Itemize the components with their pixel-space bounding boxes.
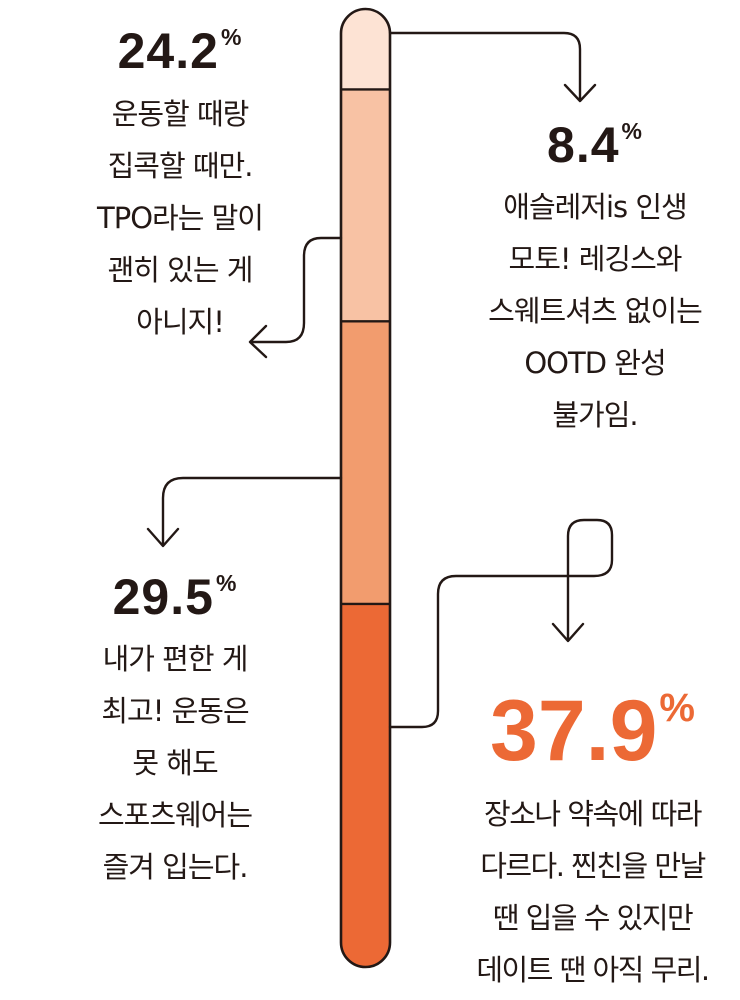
bar-segment-29-5 (341, 321, 390, 605)
label-block-29-5: 29.5% 내가 편한 게 최고! 운동은 못 해도 스포츠웨어는 즐겨 입는다… (45, 572, 305, 893)
value-label-24-2: 24.2% (117, 23, 243, 79)
description-37-9: 장소나 약속에 따라 다르다. 찐친을 만날 땐 입을 수 있지만 데이트 땐 … (476, 797, 710, 987)
value-label-37-9: 37.9% (490, 683, 695, 779)
label-block-8-4: 8.4% 애슬레저is 인생 모토! 레깅스와 스웨트셔츠 없이는 OOTD 완… (455, 120, 735, 441)
bar-segment-8-4 (341, 9, 390, 90)
leader-arrow-8-4 (388, 31, 597, 103)
value-label-29-5: 29.5% (112, 569, 238, 625)
bar-outline (339, 7, 392, 969)
label-block-37-9: 37.9% 장소나 약속에 따라 다르다. 찐친을 만날 땐 입을 수 있지만 … (445, 688, 740, 996)
leader-arrow-24-2 (248, 236, 343, 359)
description-24-2: 운동할 때랑 집콕할 때만. TPO라는 말이 괜히 있는 게 아니지! (97, 97, 264, 339)
value-label-8-4: 8.4% (547, 117, 643, 173)
bar-segment-37-9 (341, 603, 390, 967)
label-block-24-2: 24.2% 운동할 때랑 집콕할 때만. TPO라는 말이 괜히 있는 게 아니… (55, 26, 305, 348)
leader-arrow-29-5 (146, 476, 343, 548)
leader-arrow-37-9 (388, 518, 614, 729)
description-29-5: 내가 편한 게 최고! 운동은 못 해도 스포츠웨어는 즐겨 입는다. (97, 642, 253, 884)
description-8-4: 애슬레저is 인생 모토! 레깅스와 스웨트셔츠 없이는 OOTD 완성 불가임… (488, 190, 703, 432)
bar-segment-24-2 (341, 89, 390, 322)
